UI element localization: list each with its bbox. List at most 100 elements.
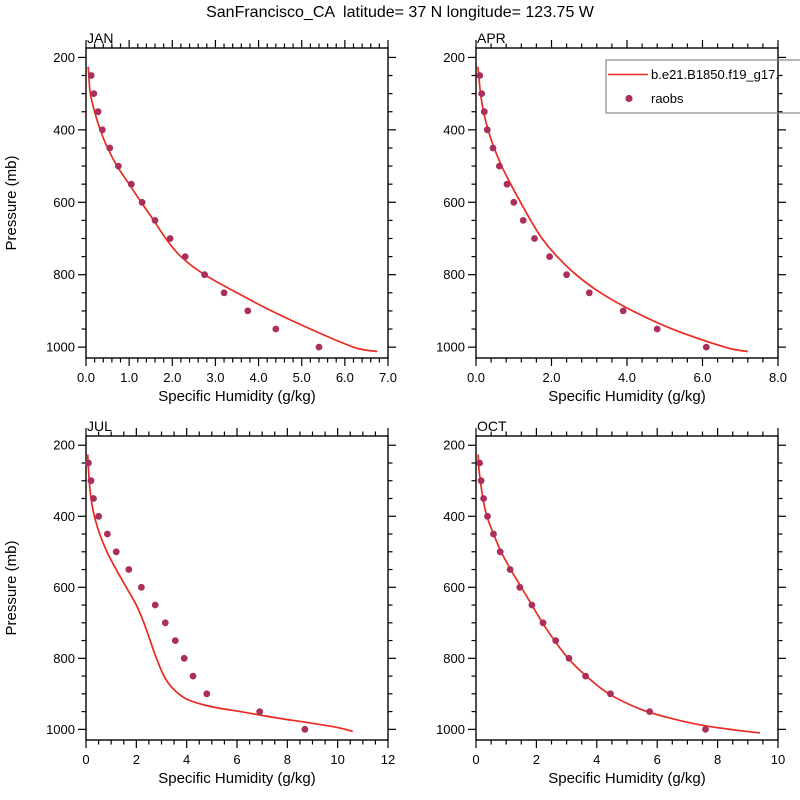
y-tick-label: 200 <box>53 438 75 453</box>
raobs-dot <box>476 72 484 79</box>
x-tick-label: 4.0 <box>250 370 268 385</box>
raobs-dot <box>94 108 102 116</box>
raobs-dot <box>256 708 264 715</box>
raobs-dot <box>496 548 504 556</box>
x-tick-label: 0 <box>472 752 479 767</box>
raobs-dot <box>151 601 159 609</box>
x-tick-label: 12 <box>381 752 395 767</box>
raobs-dots <box>476 72 710 351</box>
raobs-dot <box>301 725 309 733</box>
panel-jan: 0.0 1.0 2.0 3.0 4.0 5.0 6.0 7.0 200 400 600 800 1000… <box>3 30 397 405</box>
x-tick-label: 0 <box>82 752 89 767</box>
x-tick-label: 0.0 <box>467 370 485 385</box>
y-tick-label: 400 <box>53 509 75 524</box>
raobs-dot <box>180 654 188 662</box>
x-tick-label: 8 <box>714 752 721 767</box>
page-title: SanFrancisco_CA latitude= 37 N longitude… <box>206 4 594 21</box>
raobs-dot <box>582 672 589 680</box>
raobs-dot <box>104 530 111 538</box>
raobs-dot <box>115 162 122 170</box>
y-axis-title: Pressure (mb) <box>3 540 20 635</box>
raobs-dot <box>477 477 485 485</box>
raobs-dot <box>171 637 179 644</box>
x-tick-label: 2.0 <box>542 370 560 385</box>
raobs-dot <box>90 90 98 97</box>
x-tick-label: 0.0 <box>77 370 95 385</box>
raobs-dot <box>181 253 189 260</box>
y-tick-label: 200 <box>443 438 465 453</box>
raobs-dot <box>478 90 486 97</box>
y-tick-label: 800 <box>53 267 75 282</box>
y-tick-label: 1000 <box>436 340 465 355</box>
y-tick-label: 200 <box>53 50 75 65</box>
raobs-dot <box>203 690 211 698</box>
y-tick-label: 800 <box>53 651 75 666</box>
raobs-dot <box>138 583 145 591</box>
panel-title: OCT <box>477 418 507 434</box>
x-tick-label: 8.0 <box>769 370 787 385</box>
x-tick-label: 5.0 <box>293 370 311 385</box>
plot-frame <box>475 47 779 359</box>
raobs-dots <box>87 72 323 351</box>
raobs-dot <box>244 307 252 315</box>
x-tick-label: 6 <box>654 752 661 767</box>
panel-jul: 0 2 4 6 8 10 12 200 400 600 800 1000 JUL Specific Hum… <box>3 418 396 787</box>
x-tick-label: 7.0 <box>379 370 397 385</box>
y-tick-label: 600 <box>53 580 75 595</box>
raobs-dot <box>519 217 527 224</box>
raobs-dot <box>161 619 169 627</box>
x-tick-label: 2 <box>133 752 140 767</box>
y-tick-label: 1000 <box>46 722 75 737</box>
raobs-dot <box>87 72 95 79</box>
model-line <box>477 66 748 353</box>
panel-apr: 0.0 2.0 4.0 6.0 8.0 200 400 600 800 1000 APR Specif… <box>436 30 800 405</box>
y-tick-label: 600 <box>443 580 465 595</box>
raobs-dot <box>99 126 106 134</box>
legend-model-label: b.e21.B1850.f19_g17. <box>651 67 779 82</box>
panel-oct: 0 2 4 6 8 10 200 400 600 800 1000 OCT Specific Humid… <box>436 418 786 787</box>
raobs-dot <box>528 601 536 609</box>
raobs-dots <box>476 459 709 733</box>
x-tick-label: 4.0 <box>618 370 636 385</box>
raobs-dot <box>480 108 488 116</box>
raobs-dot <box>646 708 653 715</box>
raobs-dot <box>272 325 280 333</box>
raobs-dots <box>85 459 309 733</box>
x-tick-label: 4 <box>183 752 190 767</box>
raobs-dot <box>552 637 560 644</box>
raobs-dot <box>510 198 518 206</box>
raobs-dot <box>112 548 120 556</box>
legend-raobs-dot-sample <box>625 94 633 103</box>
raobs-dot <box>653 325 661 333</box>
y-tick-label: 400 <box>443 122 465 137</box>
raobs-dot <box>480 495 487 502</box>
x-tick-label: 6.0 <box>693 370 711 385</box>
raobs-dot <box>85 459 92 467</box>
raobs-dot <box>503 180 511 188</box>
raobs-dot <box>87 477 95 485</box>
raobs-dot <box>516 583 524 591</box>
raobs-dot <box>489 144 497 152</box>
y-tick-label: 600 <box>53 195 75 210</box>
legend-model-entry: b.e21.B1850.f19_g17. <box>608 67 779 82</box>
legend-raobs-label: raobs <box>651 91 684 106</box>
y-tick-label: 200 <box>443 50 465 65</box>
y-tick-label: 600 <box>443 195 465 210</box>
raobs-dot <box>546 253 553 260</box>
raobs-dot <box>315 343 323 351</box>
raobs-dot <box>563 271 570 279</box>
x-tick-label: 6 <box>233 752 240 767</box>
x-axis-title: Specific Humidity (g/kg) <box>548 388 706 405</box>
x-tick-label: 1.0 <box>120 370 138 385</box>
raobs-dot <box>531 235 538 242</box>
raobs-dot <box>151 217 159 224</box>
raobs-dot <box>201 271 209 279</box>
plot-frame <box>85 47 389 359</box>
panel-title: JAN <box>87 30 113 46</box>
raobs-dot <box>539 619 547 627</box>
legend-box <box>605 59 800 114</box>
x-tick-label: 3.0 <box>206 370 224 385</box>
raobs-dot <box>565 654 573 662</box>
raobs-dot <box>138 198 146 206</box>
